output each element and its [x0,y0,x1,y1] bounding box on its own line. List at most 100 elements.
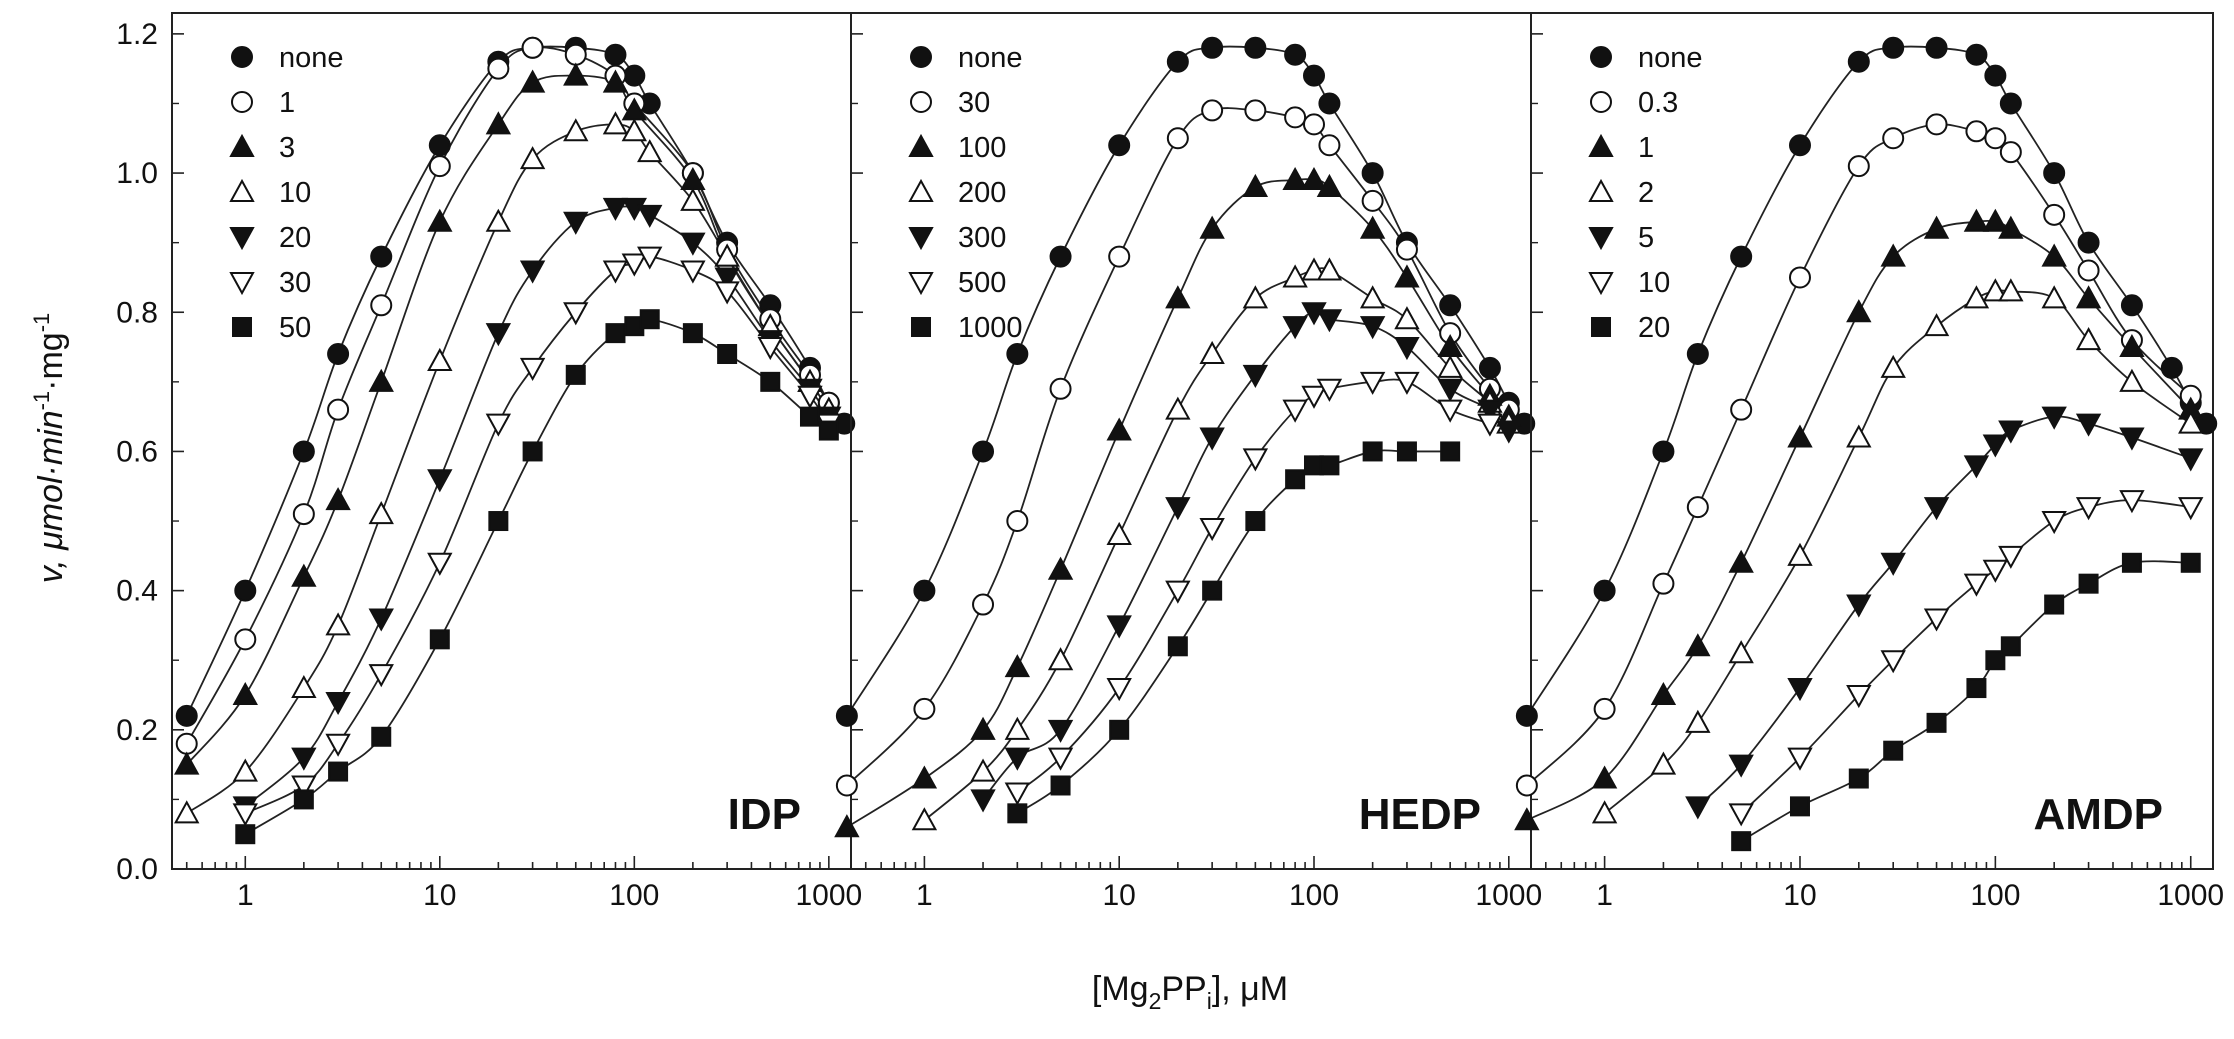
data-point [2121,552,2142,573]
data-point [1004,747,1031,771]
data-point [1437,354,1463,378]
series-3 [834,166,1522,838]
data-point [639,309,660,330]
legend-label: 2 [1638,177,1654,209]
fit-curve-7 [1016,449,1451,815]
data-point [2077,231,2100,254]
data-point [1998,420,2024,444]
series-6 [1004,371,1503,806]
y-tick-label: 0.8 [116,296,158,329]
series-4 [174,111,842,824]
series-7 [235,309,839,845]
data-point [835,774,858,797]
data-point [1847,50,1870,73]
legend-marker [1591,317,1611,337]
data-point [2075,327,2102,351]
data-point [1965,120,1988,143]
data-point [519,357,546,382]
legend-marker [1588,178,1614,202]
panel-hedp: 1 10 100 1000 none 30 100 200 300 500 1000 HEDP [834,12,1542,912]
data-point [234,628,257,651]
data-point [1318,134,1341,157]
x-tick-label: 1 [1596,879,1613,912]
data-point [1477,399,1503,423]
data-point [835,704,858,727]
data-point [563,118,589,142]
legend-label: 20 [1638,312,1670,344]
data-point [368,608,394,632]
data-point [818,420,839,441]
data-point [1846,685,1872,709]
data-point [1515,704,1538,727]
data-point [522,441,543,462]
data-point [519,260,546,284]
legend-label: 500 [958,267,1006,299]
data-point [757,337,783,361]
data-point [232,758,258,782]
data-point [680,232,706,256]
x-tick-label: 100 [609,879,659,912]
series-1 [1515,36,2218,727]
data-point [1652,572,1675,595]
data-point [1201,36,1224,59]
data-point [1106,678,1132,702]
panel-idp: 1 10 100 1000 0.0 0.2 0.4 0.6 0.8 1.0 1.2 none 1 3 10 2… [116,12,862,912]
series-4 [1591,278,2204,824]
data-point [1882,127,1905,150]
data-point [1361,162,1384,185]
data-point [1394,264,1420,288]
data-point [1984,127,2007,150]
data-point [2041,285,2067,309]
data-point [1106,417,1132,441]
legend-label: 5 [1638,222,1654,254]
data-point [1316,257,1343,281]
data-point [2178,497,2204,521]
data-point [1686,496,1709,519]
data-point [2075,285,2102,309]
data-point [1167,636,1188,657]
data-point [714,281,740,305]
data-point [1106,615,1132,639]
data-point [1165,580,1191,604]
data-point [291,775,317,799]
legend-marker [910,91,932,113]
data-point [1316,378,1343,402]
legend-marker [229,178,255,202]
data-point [1728,549,1754,573]
data-point [563,211,589,235]
data-point [1963,208,1990,232]
data-point [2119,368,2145,392]
legend-label: none [1638,42,1703,74]
x-tick-label: 1 [916,879,933,912]
data-point [521,36,544,59]
data-point [487,57,510,80]
data-point [1359,316,1386,340]
data-point [429,629,450,650]
data-point [1282,264,1308,288]
x-tick-label: 1000 [1475,879,1542,912]
data-point [1245,511,1266,532]
data-point [1923,497,1950,521]
data-point [913,697,936,720]
legend-label: 100 [958,132,1006,164]
data-point [602,69,629,93]
data-point [1880,243,1906,267]
data-point [2160,356,2183,379]
data-point [1728,754,1754,778]
legend-marker [1588,272,1614,296]
data-point [1963,573,1990,597]
legend-marker [910,46,932,68]
data-point [1282,316,1308,340]
data-point [1282,166,1308,191]
data-point [1591,800,1618,824]
legend-marker [908,227,934,251]
data-point [1731,831,1752,852]
data-point [1963,285,1990,309]
plot-frame [171,12,852,870]
legend-marker [908,133,934,157]
data-point [175,732,198,755]
legend-label: 1 [1638,132,1654,164]
legend-label: 30 [279,267,311,299]
data-point [1650,681,1677,706]
data-point [1593,697,1616,720]
